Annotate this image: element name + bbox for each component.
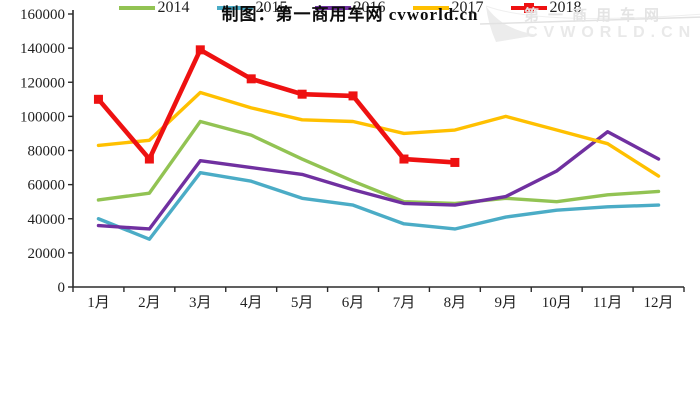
series-marker-2018 [195, 45, 205, 55]
series-marker-2018 [399, 154, 409, 164]
x-tick-label: 8月 [444, 295, 467, 311]
x-tick-label: 9月 [495, 295, 518, 311]
series-marker-2018 [144, 154, 154, 164]
legend-label-2015: 2015 [255, 0, 288, 16]
x-tick-label: 2月 [138, 295, 161, 311]
legend-swatch-2014 [118, 6, 155, 10]
y-tick-label: 60000 [28, 178, 66, 194]
legend-item-2016: 2016 [314, 0, 386, 16]
x-tick-label: 7月 [393, 295, 416, 311]
y-tick-label: 40000 [28, 212, 66, 228]
series-marker-2018 [93, 94, 103, 104]
x-tick-label: 4月 [240, 295, 263, 311]
series-marker-2018 [246, 74, 256, 84]
y-tick-label: 80000 [28, 144, 66, 160]
legend-label-2016: 2016 [353, 0, 386, 16]
legend-swatch-2016 [314, 6, 351, 10]
y-tick-label: 120000 [20, 75, 65, 91]
y-tick-label: 0 [58, 280, 66, 296]
x-tick-label: 10月 [542, 295, 572, 311]
legend-item-2015: 2015 [216, 0, 288, 16]
legend-item-2014: 2014 [118, 0, 190, 16]
chart-caption: 制图：第一商用车网 cvworld.cn [221, 5, 479, 24]
series-line-2018 [96, 47, 458, 165]
series-marker-2018 [348, 91, 358, 101]
series-marker-2018 [297, 89, 307, 99]
x-tick-label: 11月 [593, 295, 622, 311]
legend-swatch-2015 [216, 6, 253, 10]
x-tick-label: 12月 [644, 295, 674, 311]
y-tick-label: 100000 [20, 109, 65, 125]
x-tick-label: 5月 [291, 295, 314, 311]
legend-label-2014: 2014 [157, 0, 190, 16]
x-tick-label: 3月 [189, 295, 212, 311]
y-tick-label: 20000 [28, 246, 66, 262]
series-line-2015 [96, 170, 661, 241]
axis-lines [72, 10, 684, 288]
series-line-2016 [96, 130, 661, 231]
legend-item-2017: 2017 [412, 0, 484, 16]
legend-swatch-2017 [412, 6, 449, 10]
series-line-2014 [96, 119, 661, 206]
x-tick-label: 1月 [87, 295, 110, 311]
legend-label-2017: 2017 [451, 0, 484, 16]
series-marker-2018 [450, 157, 460, 167]
y-tick-label: 140000 [20, 41, 65, 57]
series-line-2017 [96, 90, 661, 178]
x-tick-label: 6月 [342, 295, 365, 311]
y-tick-label: 160000 [20, 7, 65, 23]
